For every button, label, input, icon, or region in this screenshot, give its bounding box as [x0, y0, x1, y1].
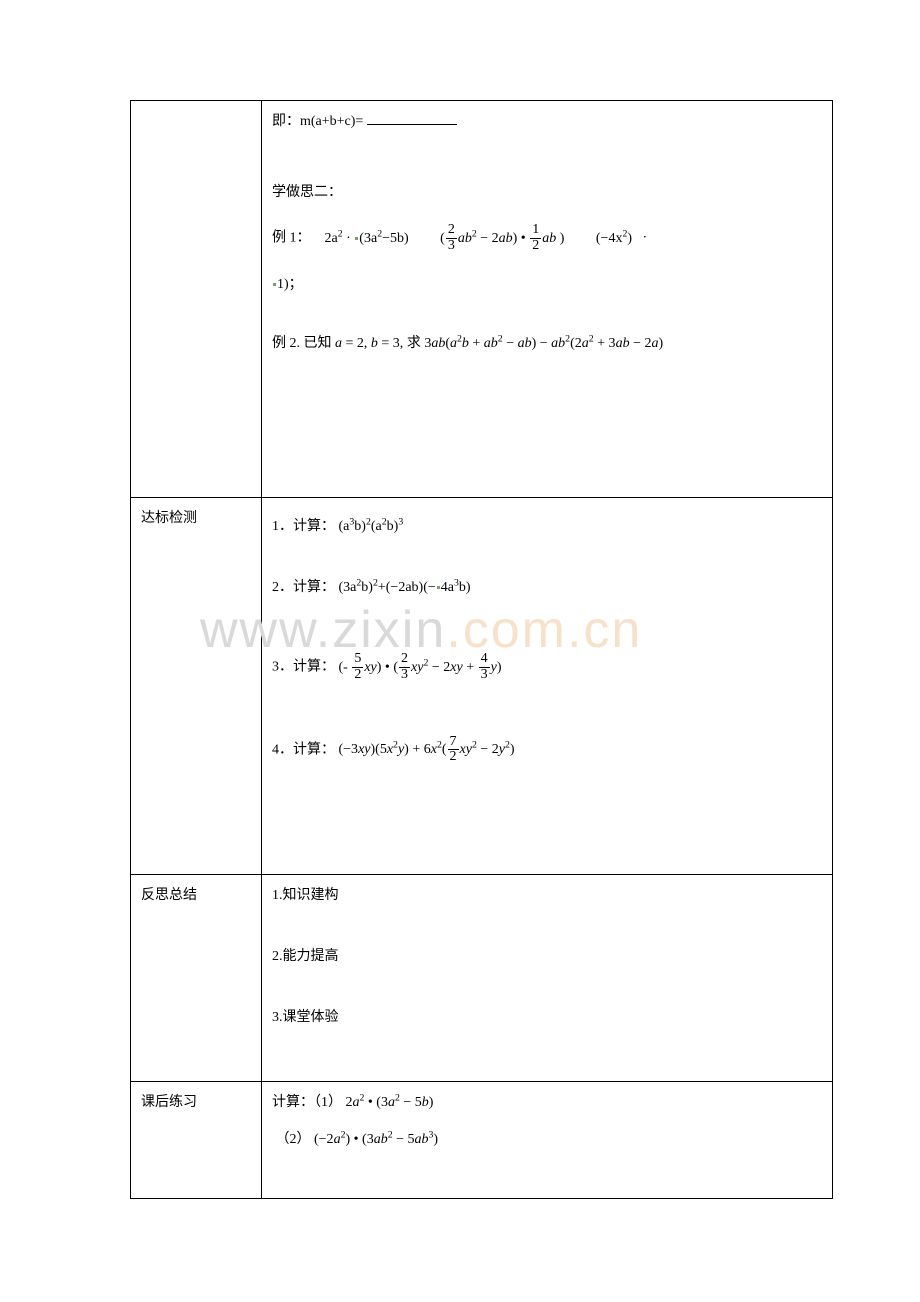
hw1: 计算：（1） 2a2 • (3a2 − 5b): [272, 1090, 822, 1115]
q4-expr: (−3xy)(5x2y) + 6x2(72xy2 − 2y2): [339, 742, 515, 757]
subhead: 学做思二：: [272, 180, 822, 205]
row4-content-cell: 计算：（1） 2a2 • (3a2 − 5b) （2） (−2a2) • (3a…: [262, 1082, 833, 1199]
page: www.zixin.com.cn 即：m(a+b+c)= 学做思二： 例 1： …: [0, 0, 920, 1302]
example1-tail: 1)；: [272, 272, 822, 297]
row2-label-cell: 达标检测: [131, 498, 262, 875]
row4-label-cell: 课后练习: [131, 1082, 262, 1199]
item1: 1.知识建构: [272, 883, 822, 908]
table-row: 达标检测 1．计算： (a3b)2(a2b)3 2．计算： (3a2b)2+(−…: [131, 498, 833, 875]
row3-content-cell: 1.知识建构 2.能力提高 3.课堂体验: [262, 875, 833, 1082]
table-row: 课后练习 计算：（1） 2a2 • (3a2 − 5b) （2） (−2a2) …: [131, 1082, 833, 1199]
q3: 3．计算： (- 52xy) • (23xy2 − 2xy + 43y): [272, 652, 822, 682]
table-row: 即：m(a+b+c)= 学做思二： 例 1： 2a2 · (3a2−5b) (2…: [131, 101, 833, 498]
cond: a: [335, 336, 342, 351]
q3-expr: (- 52xy) • (23xy2 − 2xy + 43y): [339, 660, 502, 675]
expr-b: (23ab2 − 2ab) • 12ab ): [440, 231, 564, 246]
q4: 4．计算： (−3xy)(5x2y) + 6x2(72xy2 − 2y2): [272, 735, 822, 765]
hw2: （2） (−2a2) • (3ab2 − 5ab3): [272, 1127, 822, 1152]
fill-blank[interactable]: [367, 110, 457, 125]
table-row: 反思总结 1.知识建构 2.能力提高 3.课堂体验: [131, 875, 833, 1082]
expr-a: 2a2 · (3a2−5b): [325, 231, 409, 246]
expr-c-left: (−4x2): [596, 231, 632, 246]
q2: 2．计算： (3a2b)2+(−2ab)(−4a3b): [272, 575, 822, 600]
hw2-expr: (−2a2) • (3ab2 − 5ab3): [314, 1132, 438, 1147]
line-result: 即：m(a+b+c)=: [272, 109, 822, 134]
content-table: 即：m(a+b+c)= 学做思二： 例 1： 2a2 · (3a2−5b) (2…: [130, 100, 833, 1199]
row2-content-cell: 1．计算： (a3b)2(a2b)3 2．计算： (3a2b)2+(−2ab)(…: [262, 498, 833, 875]
q2-expr: (3a2b)2+(−2ab)(−4a3b): [339, 580, 471, 595]
row1-content-cell: 即：m(a+b+c)= 学做思二： 例 1： 2a2 · (3a2−5b) (2…: [262, 101, 833, 498]
label: 例 2. 已知: [272, 336, 332, 351]
item2: 2.能力提高: [272, 944, 822, 969]
row1-label-cell: [131, 101, 262, 498]
item3: 3.课堂体验: [272, 1005, 822, 1030]
row3-label-cell: 反思总结: [131, 875, 262, 1082]
q1: 1．计算： (a3b)2(a2b)3: [272, 514, 822, 539]
q1-expr: (a3b)2(a2b)3: [339, 519, 404, 534]
example2: 例 2. 已知 a = 2, b = 3, 求 3ab(a2b + ab2 − …: [272, 331, 822, 356]
label: 例 1：: [272, 231, 311, 246]
expr: 3ab(a2b + ab2 − ab) − ab2(2a2 + 3ab − 2a…: [424, 336, 663, 351]
q: 求: [407, 336, 421, 351]
text: 即：m(a+b+c)=: [272, 114, 367, 129]
example1-line: 例 1： 2a2 · (3a2−5b) (23ab2 − 2ab) • 12ab…: [272, 223, 822, 253]
hw1-expr: 2a2 • (3a2 − 5b): [346, 1095, 434, 1110]
